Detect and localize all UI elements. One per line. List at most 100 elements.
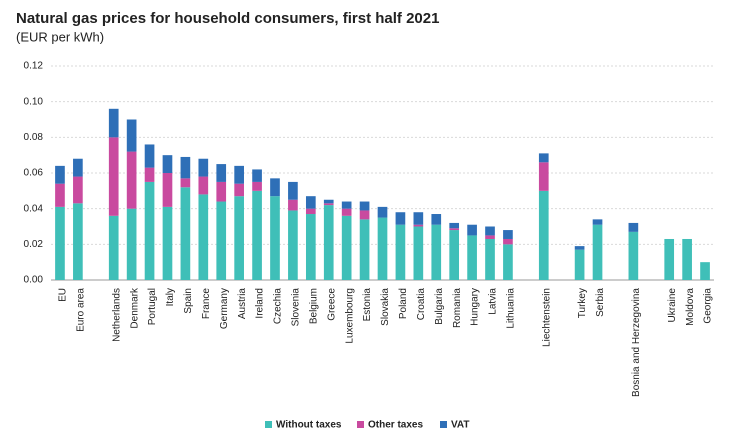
x-tick-label: France [201,288,212,320]
x-tick-label: Denmark [129,287,140,329]
x-tick-label: Georgia [703,288,714,324]
x-tick-label: Italy [165,288,176,306]
bar-segment [108,215,119,280]
bar-segment [270,178,280,197]
y-tick-label: 0.00 [24,275,44,286]
bar-segment [252,190,262,280]
legend-swatch [357,421,364,428]
bar-segment [682,238,692,280]
bar-segment [126,151,137,209]
bar-segment [431,224,442,280]
bar-segment [431,214,442,225]
bar-segment [55,206,65,280]
legend-text: Other taxes [368,420,423,431]
x-tick-label: Slovakia [380,288,391,326]
bar-segment [574,246,585,250]
bar-segment [467,235,477,280]
bar-segment [144,167,155,182]
x-tick-label: Moldova [685,288,696,326]
x-tick-label: Germany [219,288,230,329]
y-tick-label: 0.12 [24,61,44,72]
bar-segment [538,190,549,280]
x-tick-label: Bosnia and Herzegovina [631,288,642,397]
x-tick-label: Romania [452,288,463,328]
bar-segment [341,201,352,209]
x-tick-label: Austria [237,288,248,320]
x-tick-label: Belgium [308,288,319,324]
bar-segment [73,203,83,280]
x-tick-label: Czechia [273,288,284,325]
bar-segment [395,212,406,225]
bar-segment [198,158,209,177]
bar-segment [126,119,137,152]
x-tick-label: Euro area [76,288,87,332]
y-tick-label: 0.08 [24,132,44,143]
bar-segment [288,210,298,280]
bar-segment [73,176,83,204]
bar-segment [234,196,244,280]
legend-swatch [265,421,272,428]
bar-segment [377,206,388,218]
y-tick-label: 0.04 [24,203,44,214]
bar-segment [341,208,352,216]
bar-segment [664,238,675,280]
bar-segment [592,219,603,225]
bar-segment [162,206,173,280]
bar-segment [538,153,549,163]
bar-segment [180,187,191,280]
x-tick-label: EU [58,288,69,302]
bar-segment [467,224,477,236]
bar-segment [485,235,495,239]
bar-segment [628,222,639,232]
bar-segment [198,176,209,195]
bar-segment [359,219,370,280]
bar-segment [449,222,460,229]
bar-segment [162,155,173,173]
chart-title: Natural gas prices for household consume… [16,10,439,27]
bar-segment [323,203,334,206]
bar-segment [234,183,244,197]
legend-swatch [440,421,447,428]
y-tick-label: 0.02 [24,239,44,250]
x-tick-label: Ireland [255,288,266,319]
bar-segment [359,210,370,220]
x-tick-label: Slovenia [291,288,302,327]
bar-segment [55,165,65,184]
bar-segment [73,158,83,177]
bar-segment [252,169,262,182]
x-tick-label: Liechtenstein [541,288,552,347]
x-tick-label: Serbia [595,288,606,317]
bar-segment [305,214,316,280]
bar-segment [305,208,316,215]
bar-segment [288,199,298,211]
bar-segment [413,212,424,225]
bar-segment [395,224,406,280]
bar-segment [216,181,227,202]
bar-segment [323,205,334,280]
bar-segment [108,108,119,138]
bar-segment [216,201,227,280]
legend-text: Without taxes [276,420,342,431]
bar-segment [108,137,119,216]
chart-subtitle: (EUR per kWh) [16,29,104,44]
bar-segment [449,228,460,231]
bar-segment [162,173,173,207]
bar-segment [503,244,513,280]
bar-segment [485,238,495,280]
bar-segment [126,208,137,280]
y-tick-label: 0.06 [24,168,44,179]
x-tick-label: Bulgaria [434,288,445,325]
bar-segment [180,178,191,188]
y-tick-label: 0.10 [24,96,44,107]
x-tick-label: Greece [326,288,337,321]
bar-segment [485,226,495,236]
bar-segment [198,194,209,280]
bar-segment [144,181,155,280]
bar-segment [180,156,191,179]
bar-segment [305,196,316,209]
bar-segment [270,196,280,280]
x-tick-label: Latvia [488,288,499,315]
bar-segment [449,230,460,280]
x-tick-label: Poland [398,288,409,319]
